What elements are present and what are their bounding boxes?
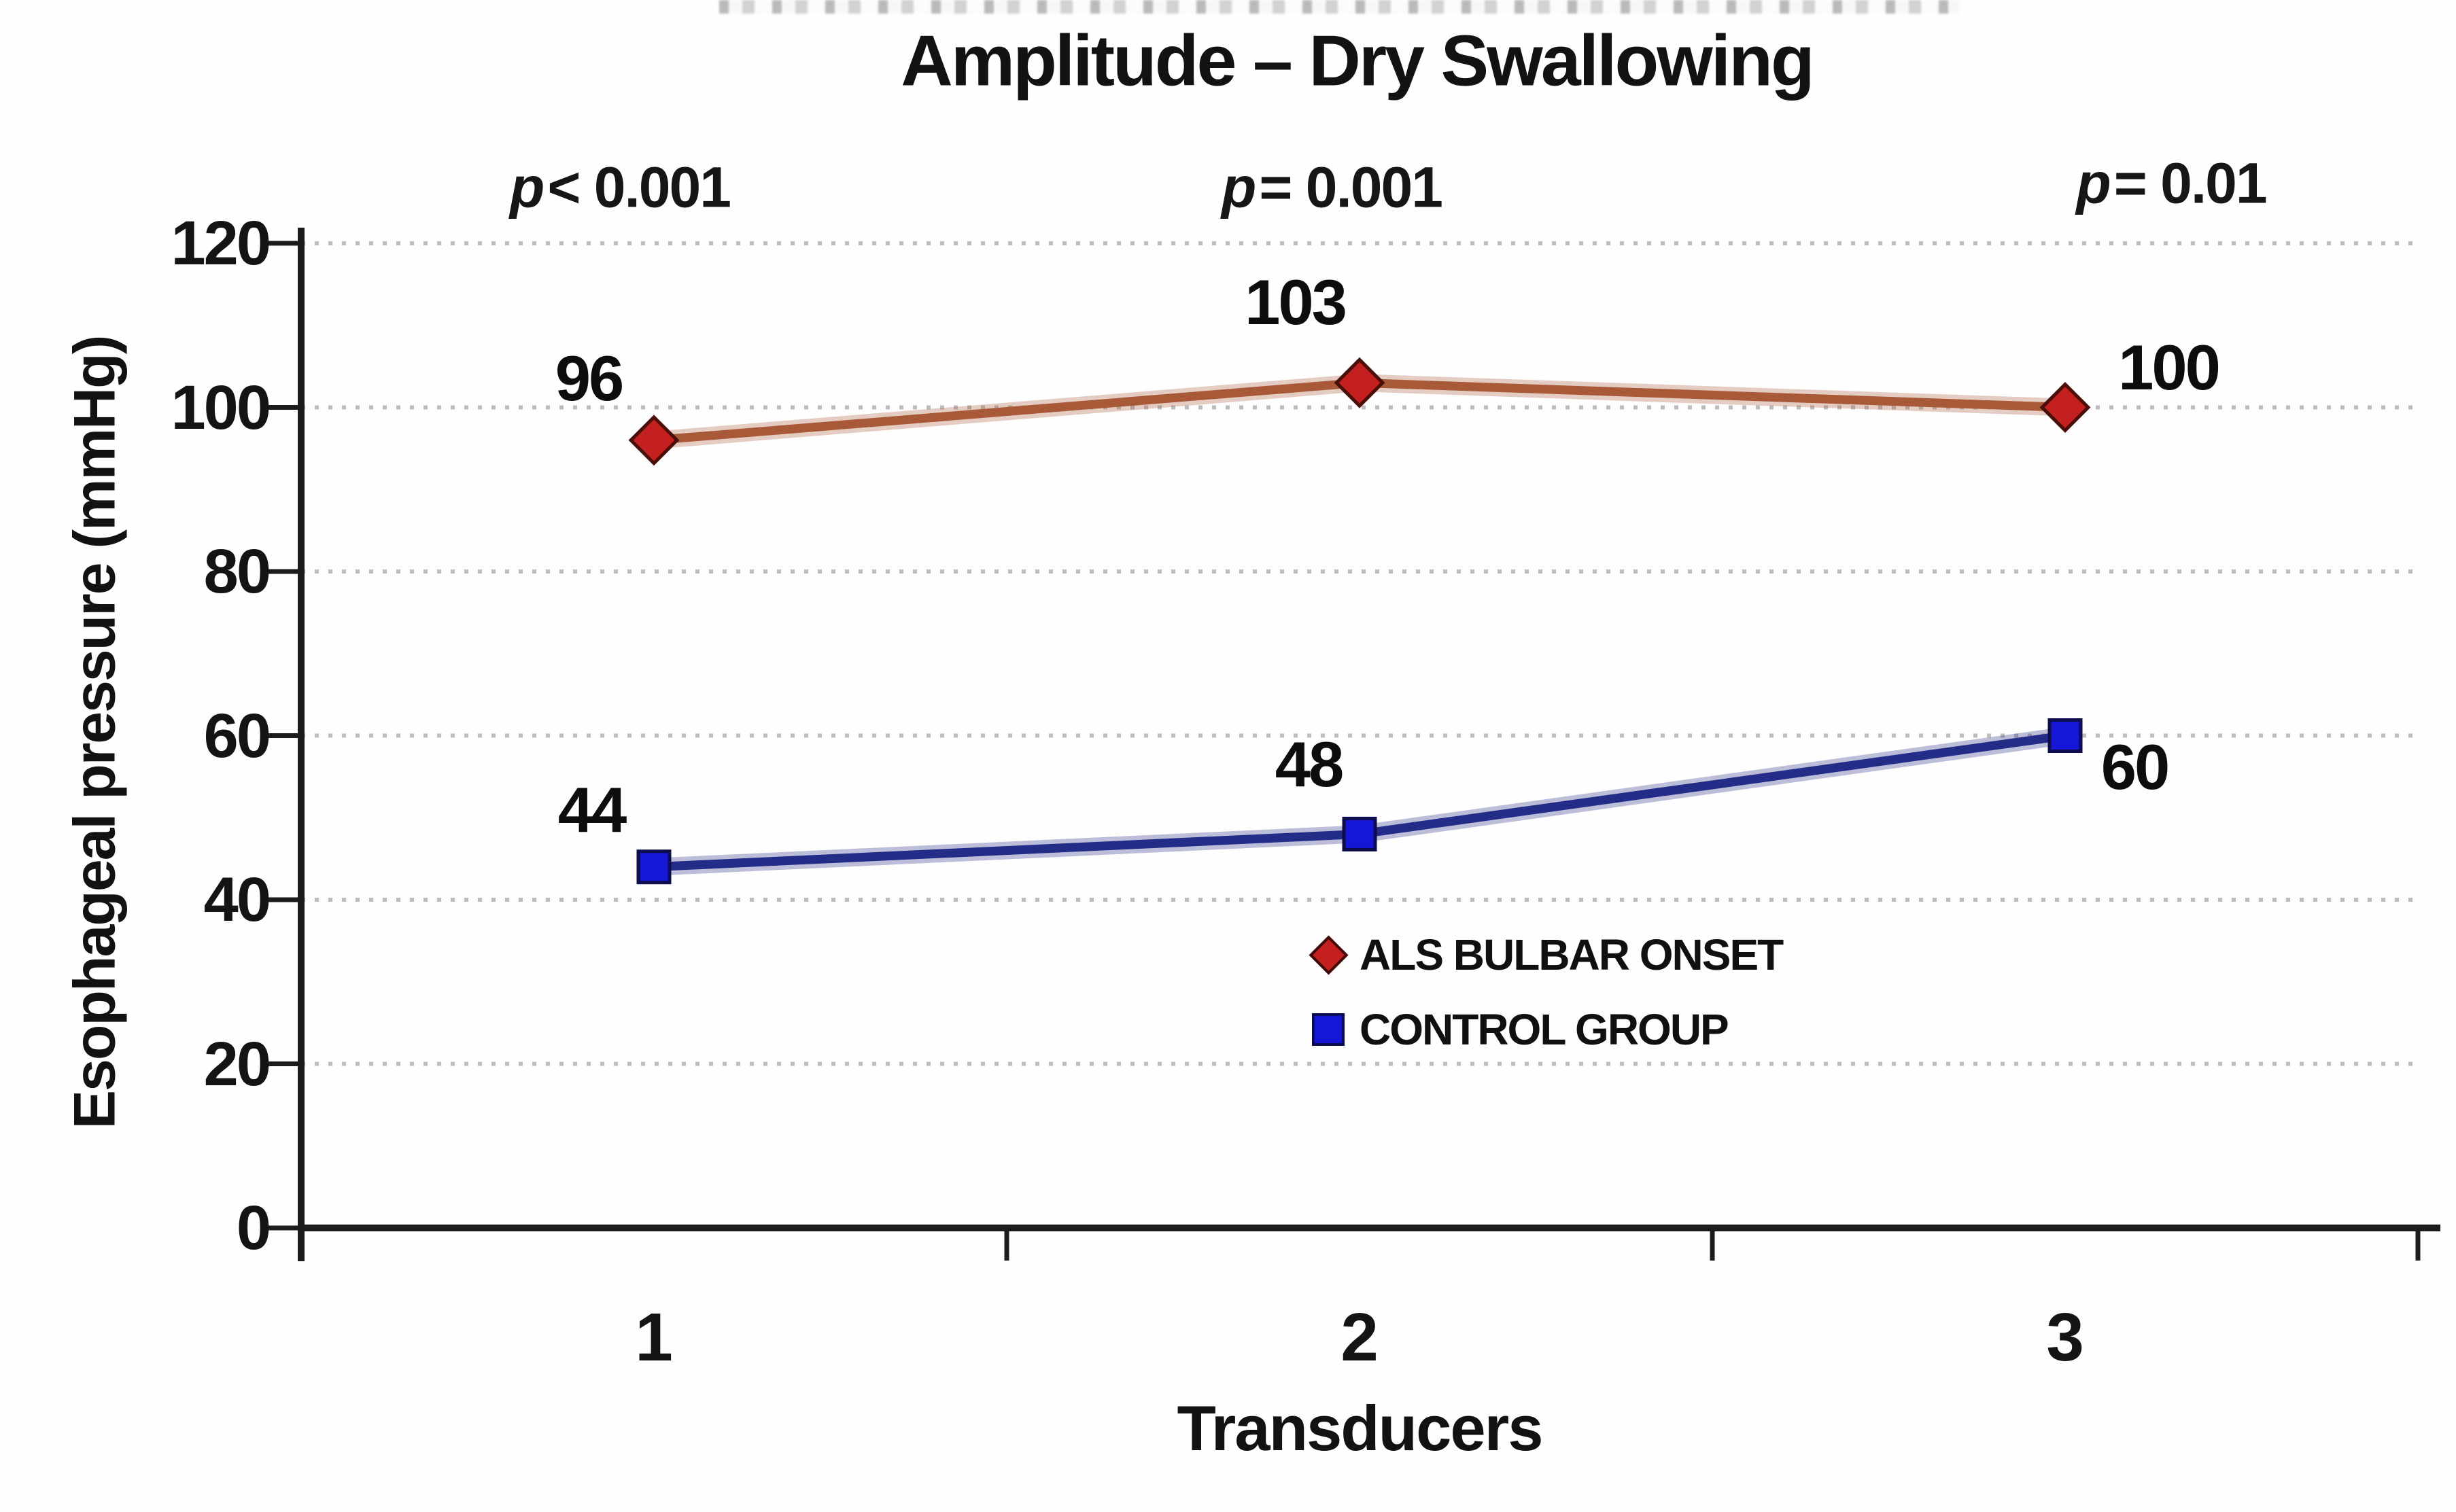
- square-marker-point: [636, 849, 672, 885]
- diamond-marker-point: [2039, 382, 2091, 433]
- x-tick-label: 2: [1341, 1299, 1379, 1375]
- p-value-text: = 0.001: [1259, 155, 1443, 219]
- legend-label: CONTROL GROUP: [1360, 1005, 1729, 1054]
- diamond-marker-point: [628, 415, 680, 466]
- square-marker-point: [2047, 718, 2083, 753]
- square-marker-icon: [1311, 1012, 1346, 1047]
- data-label: 100: [2118, 331, 2221, 403]
- data-label: 48: [1275, 728, 1345, 801]
- y-tick-label: 120: [171, 209, 272, 278]
- legend: ALS BULBAR ONSET CONTROL GROUP: [1309, 928, 1784, 1056]
- x-tick-label: 1: [635, 1299, 673, 1375]
- data-label: 44: [557, 773, 627, 845]
- chart-title: Amplitude – Dry Swallowing: [901, 20, 1814, 101]
- x-tick-label: 3: [2046, 1299, 2084, 1375]
- p-annotation-1: p< 0.001: [510, 155, 731, 221]
- p-annotation-2: p= 0.001: [1222, 155, 1443, 221]
- y-tick-label: 60: [203, 701, 271, 771]
- y-tick-label: 0: [236, 1193, 271, 1263]
- p-symbol: p: [2076, 151, 2111, 215]
- x-axis-title: Transducers: [1177, 1392, 1543, 1464]
- square-marker-point: [1342, 816, 1377, 851]
- data-label: 60: [2100, 731, 2170, 803]
- p-symbol: p: [1222, 155, 1256, 219]
- y-tick-label: 20: [203, 1029, 271, 1099]
- y-tick-label: 80: [203, 537, 271, 606]
- data-label: 96: [555, 342, 625, 414]
- p-value-text: < 0.001: [547, 155, 731, 219]
- cropped-text-artifact: [719, 0, 1960, 14]
- diamond-marker-point: [1334, 357, 1385, 408]
- data-label: 103: [1245, 266, 1347, 338]
- legend-item-als: ALS BULBAR ONSET: [1309, 928, 1784, 981]
- legend-label: ALS BULBAR ONSET: [1360, 930, 1784, 979]
- legend-item-control: CONTROL GROUP: [1311, 1003, 1782, 1056]
- diamond-marker-icon: [1309, 935, 1348, 974]
- p-annotation-3: p= 0.01: [2076, 151, 2268, 217]
- y-tick-label: 40: [203, 865, 271, 934]
- p-value-text: = 0.01: [2113, 151, 2268, 215]
- p-symbol: p: [510, 155, 544, 219]
- y-tick-label: 100: [171, 372, 272, 442]
